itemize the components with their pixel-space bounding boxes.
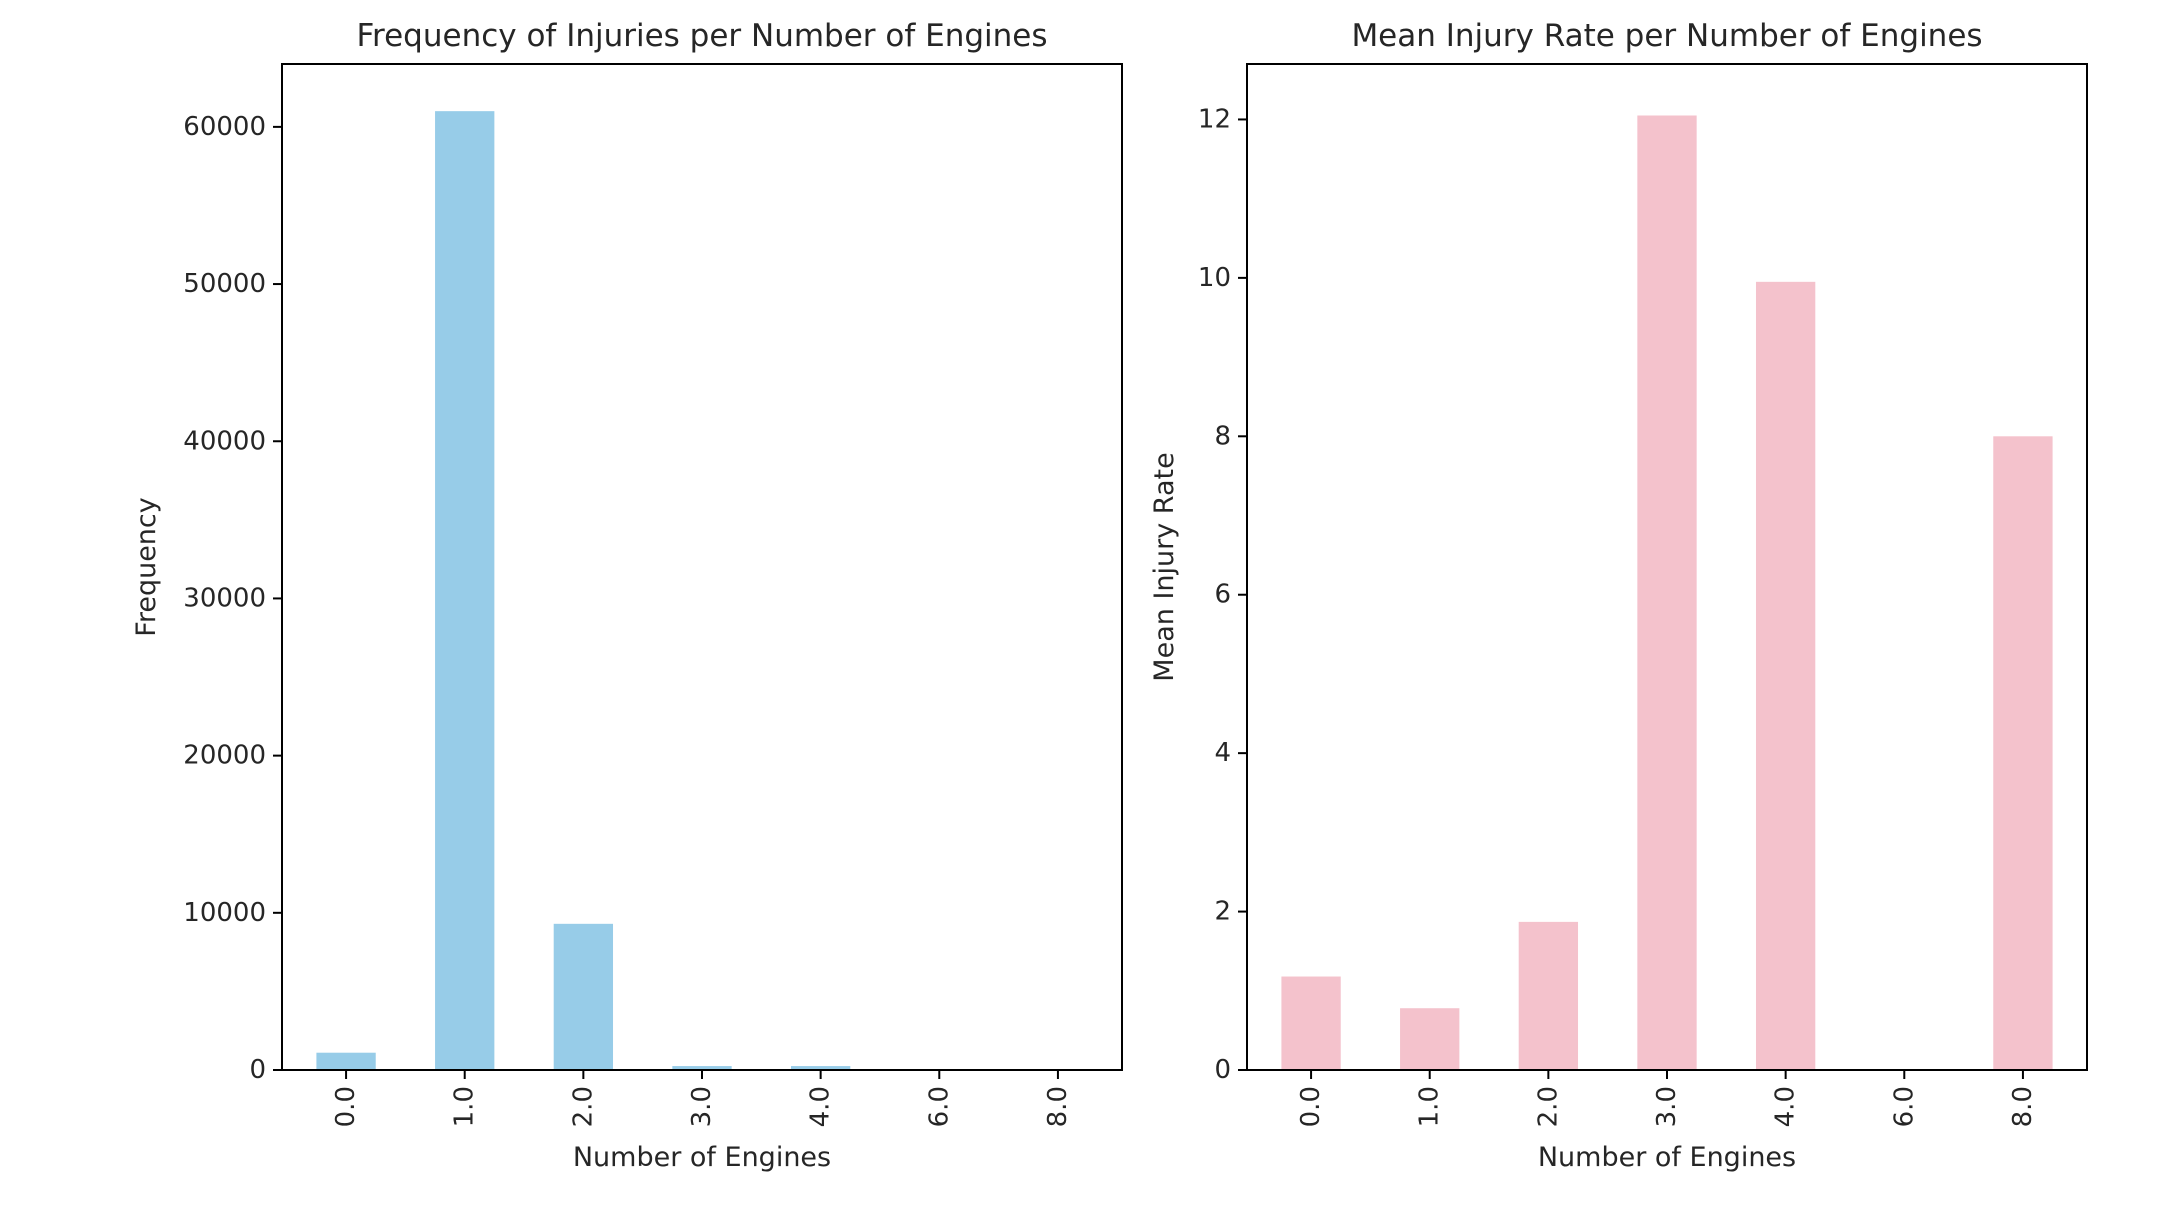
chart-title: Mean Injury Rate per Number of Engines bbox=[1351, 18, 1982, 54]
y-tick-label: 30000 bbox=[183, 583, 266, 613]
x-tick-label: 6.0 bbox=[1889, 1086, 1919, 1127]
x-axis-ticks: 0.0 1.0 2.0 3.0 4.0 6.0 8.0 bbox=[331, 1070, 1073, 1127]
y-tick-label: 4 bbox=[1214, 738, 1231, 768]
bar-8-0 bbox=[1993, 436, 2053, 1071]
y-tick-label: 20000 bbox=[183, 741, 266, 771]
y-tick-label: 10 bbox=[1198, 263, 1231, 293]
bar-group bbox=[316, 111, 851, 1070]
bar-1-0 bbox=[435, 111, 495, 1070]
y-tick-label: 0 bbox=[1214, 1055, 1231, 1085]
x-tick-label: 3.0 bbox=[687, 1086, 717, 1127]
y-tick-label: 6 bbox=[1214, 580, 1231, 610]
y-tick-label: 50000 bbox=[183, 269, 266, 299]
x-tick-label: 4.0 bbox=[806, 1086, 836, 1127]
x-tick-label: 3.0 bbox=[1652, 1086, 1682, 1127]
bar-4-0 bbox=[790, 1066, 851, 1070]
y-tick-label: 40000 bbox=[183, 426, 266, 456]
frequency-chart: Frequency of Injuries per Number of Engi… bbox=[131, 18, 1123, 1173]
bar-3-0 bbox=[1637, 115, 1697, 1071]
x-axis-label: Number of Engines bbox=[573, 1142, 831, 1173]
y-axis-ticks: 0 2 4 6 8 10 12 bbox=[1198, 104, 1247, 1085]
x-tick-label: 0.0 bbox=[331, 1086, 361, 1127]
y-tick-label: 8 bbox=[1214, 421, 1231, 451]
bar-2-0 bbox=[1518, 921, 1579, 1070]
x-tick-label: 8.0 bbox=[1043, 1086, 1073, 1127]
y-axis-label: Frequency bbox=[131, 497, 162, 637]
bar-0-0 bbox=[1281, 976, 1341, 1070]
x-tick-label: 1.0 bbox=[450, 1086, 480, 1127]
y-axis-label: Mean Injury Rate bbox=[1149, 452, 1180, 681]
mean-injury-rate-chart: Mean Injury Rate per Number of Engines 0… bbox=[1149, 18, 2088, 1173]
bar-3-0 bbox=[672, 1066, 732, 1070]
y-axis-ticks: 0 10000 20000 30000 40000 50000 60000 bbox=[183, 112, 282, 1085]
x-tick-label: 0.0 bbox=[1296, 1086, 1326, 1127]
y-tick-label: 60000 bbox=[183, 112, 266, 142]
chart-title: Frequency of Injuries per Number of Engi… bbox=[356, 18, 1047, 54]
y-tick-label: 12 bbox=[1198, 104, 1231, 134]
bar-4-0 bbox=[1755, 281, 1816, 1070]
bar-2-0 bbox=[553, 923, 614, 1070]
x-tick-label: 6.0 bbox=[924, 1086, 954, 1127]
bar-group bbox=[1281, 115, 2053, 1071]
plot-frame bbox=[1246, 63, 2088, 1071]
x-tick-label: 8.0 bbox=[2008, 1086, 2038, 1127]
bar-0-0 bbox=[316, 1052, 376, 1070]
x-axis-ticks: 0.0 1.0 2.0 3.0 4.0 6.0 8.0 bbox=[1296, 1070, 2038, 1127]
bar-1-0 bbox=[1400, 1008, 1460, 1070]
y-tick-label: 0 bbox=[249, 1055, 266, 1085]
y-tick-label: 2 bbox=[1214, 897, 1231, 927]
x-tick-label: 1.0 bbox=[1415, 1086, 1445, 1127]
x-axis-label: Number of Engines bbox=[1538, 1142, 1796, 1173]
x-tick-label: 2.0 bbox=[1533, 1086, 1563, 1127]
x-tick-label: 4.0 bbox=[1771, 1086, 1801, 1127]
plot-frame bbox=[281, 63, 1123, 1071]
y-tick-label: 10000 bbox=[183, 898, 266, 928]
x-tick-label: 2.0 bbox=[568, 1086, 598, 1127]
